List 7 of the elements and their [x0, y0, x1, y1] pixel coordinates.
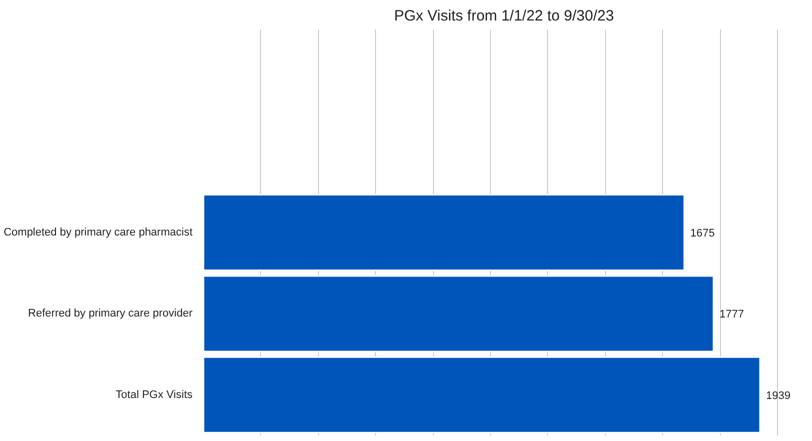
data-label: 1777 — [719, 308, 744, 321]
y-tick-label: Referred by primary care provider — [28, 308, 193, 320]
data-label: 1675 — [690, 228, 715, 240]
chart-title: PGx Visits from 1/1/22 to 9/30/23 — [394, 8, 614, 24]
y-tick-label: Completed by primary care pharmacist — [4, 226, 193, 238]
y-tick-label: Total PGx Visits — [116, 388, 193, 401]
data-label: 1939 — [766, 390, 790, 402]
